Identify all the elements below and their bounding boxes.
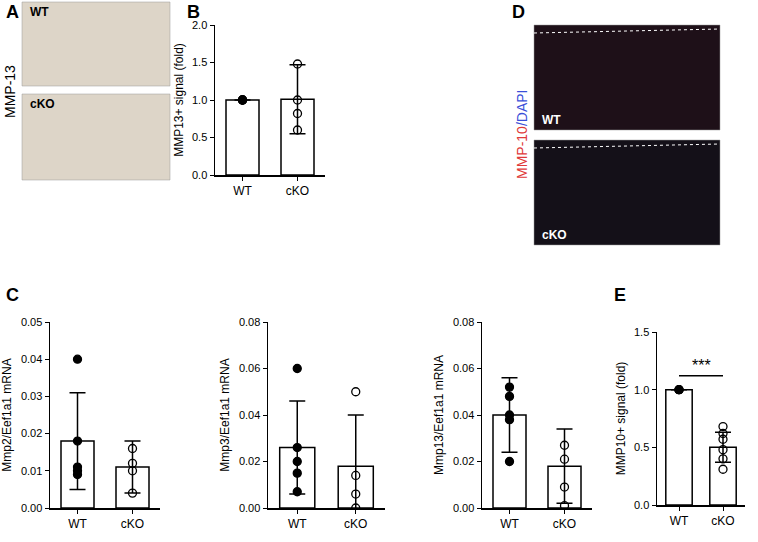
svg-text:0.00: 0.00 — [453, 502, 474, 514]
svg-text:WT: WT — [233, 184, 252, 198]
svg-text:0.0: 0.0 — [192, 169, 207, 181]
svg-text:0.04: 0.04 — [453, 409, 474, 421]
svg-text:cKO: cKO — [286, 184, 309, 198]
svg-text:MMP13+ signal (fold): MMP13+ signal (fold) — [172, 43, 186, 157]
svg-text:0.04: 0.04 — [239, 409, 260, 421]
svg-text:MMP-13: MMP-13 — [2, 65, 18, 118]
svg-text:Mmp2/Eef1a1 mRNA: Mmp2/Eef1a1 mRNA — [0, 358, 14, 471]
svg-text:Mmp3/Eef1a1 mRNA: Mmp3/Eef1a1 mRNA — [218, 358, 232, 471]
svg-text:0.08: 0.08 — [239, 316, 260, 328]
svg-text:0.02: 0.02 — [21, 427, 42, 439]
svg-text:0.00: 0.00 — [21, 502, 42, 514]
svg-text:0.5: 0.5 — [192, 131, 207, 143]
svg-text:0.5: 0.5 — [634, 441, 649, 453]
svg-text:Mmp13/Eef1a1 mRNA: Mmp13/Eef1a1 mRNA — [432, 355, 446, 475]
svg-text:0.03: 0.03 — [21, 390, 42, 402]
svg-text:1.0: 1.0 — [192, 94, 207, 106]
svg-text:A: A — [6, 2, 19, 22]
svg-text:WT: WT — [670, 514, 689, 528]
svg-text:MMP10+ signal (fold): MMP10+ signal (fold) — [614, 362, 628, 476]
svg-text:C: C — [6, 285, 19, 305]
svg-text:cKO: cKO — [711, 514, 734, 528]
svg-text:WT: WT — [30, 5, 49, 19]
svg-text:0.08: 0.08 — [453, 316, 474, 328]
svg-text:cKO: cKO — [30, 97, 55, 111]
svg-text:E: E — [614, 285, 626, 305]
svg-text:0.0: 0.0 — [634, 499, 649, 511]
svg-text:WT: WT — [500, 517, 519, 531]
svg-text:cKO: cKO — [121, 517, 144, 531]
svg-text:0.02: 0.02 — [239, 455, 260, 467]
svg-text:0.06: 0.06 — [239, 362, 260, 374]
svg-text:cKO: cKO — [344, 517, 367, 531]
svg-text:D: D — [512, 2, 525, 22]
svg-text:cKO: cKO — [542, 228, 567, 242]
svg-text:1.5: 1.5 — [192, 56, 207, 68]
svg-text:WT: WT — [68, 517, 87, 531]
svg-text:0.01: 0.01 — [21, 465, 42, 477]
svg-text:1.5: 1.5 — [634, 326, 649, 338]
svg-text:WT: WT — [542, 113, 561, 127]
svg-text:cKO: cKO — [553, 517, 576, 531]
svg-text:2.0: 2.0 — [192, 19, 207, 31]
svg-text:1.0: 1.0 — [634, 384, 649, 396]
svg-text:0.06: 0.06 — [453, 362, 474, 374]
svg-text:0.00: 0.00 — [239, 502, 260, 514]
svg-text:B: B — [187, 2, 200, 22]
svg-text:MMP-10/DAPI: MMP-10/DAPI — [514, 90, 530, 179]
svg-text:0.05: 0.05 — [21, 316, 42, 328]
svg-text:0.04: 0.04 — [21, 353, 42, 365]
svg-text:WT: WT — [288, 517, 307, 531]
svg-text:0.02: 0.02 — [453, 455, 474, 467]
svg-text:***: *** — [692, 357, 711, 374]
